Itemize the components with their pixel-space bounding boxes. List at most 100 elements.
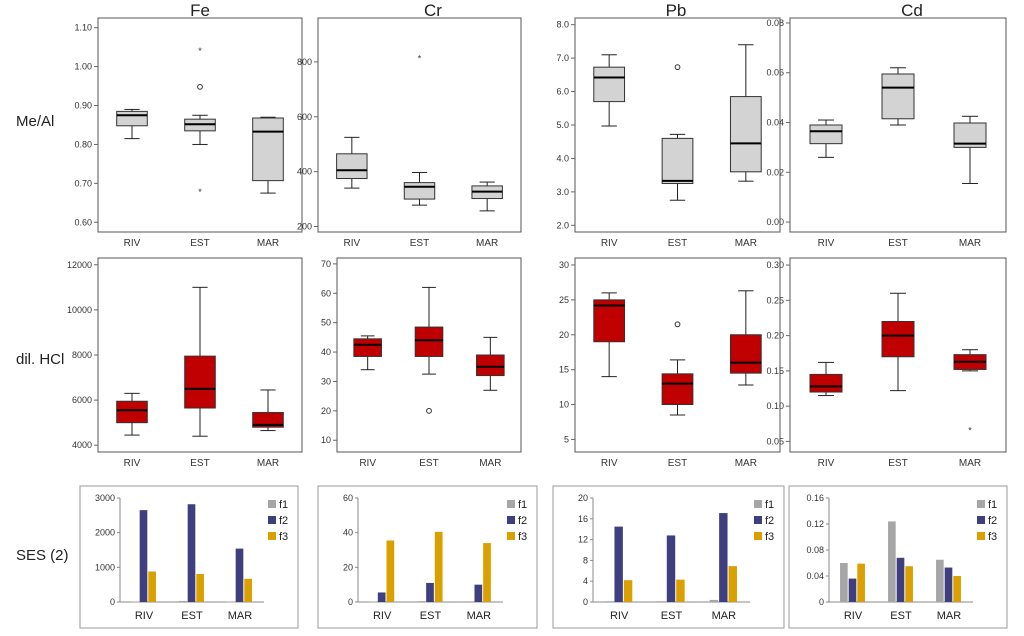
bar-f2-est xyxy=(187,504,196,602)
legend-swatch-f2 xyxy=(977,516,985,524)
metal-title-pb: Pb xyxy=(666,1,687,20)
y-tick-label: 40 xyxy=(321,347,331,357)
box-panel-dilhcl-fe: 4000 6000 8000 10000 12000 RIV EST MAR xyxy=(67,257,303,469)
legend-swatch-f2 xyxy=(268,516,276,524)
y-tick-label: 5 xyxy=(564,434,569,444)
iqr-box xyxy=(809,124,843,145)
legend-swatch-f3 xyxy=(507,532,515,540)
legend-swatch-f1 xyxy=(268,500,276,508)
y-tick-label: 30 xyxy=(559,260,569,270)
iqr-box xyxy=(403,182,436,200)
y-tick-label: 0.06 xyxy=(766,68,784,78)
bar-f2-mar xyxy=(235,548,244,602)
y-tick-label: 40 xyxy=(343,528,353,538)
x-category-label: EST xyxy=(190,238,209,249)
x-category-label: EST xyxy=(661,610,683,622)
legend-swatch-f3 xyxy=(754,532,762,540)
x-category-label: EST xyxy=(668,238,687,249)
bar-f3-mar xyxy=(244,578,252,602)
bar-f1-mar xyxy=(936,559,944,602)
legend-label-f1: f1 xyxy=(988,499,997,511)
iqr-box xyxy=(353,338,382,357)
y-tick-label: 60 xyxy=(321,288,331,298)
box-panel-meal-pb: 2.0 3.0 4.0 5.0 6.0 7.0 8.0 RIV EST MAR xyxy=(556,17,781,249)
x-category-label: RIV xyxy=(844,610,863,622)
x-category-label: MAR xyxy=(479,458,501,469)
box-panel-dilhcl-cr: 10 20 30 40 50 60 70 RIV EST MAR xyxy=(321,257,522,469)
x-category-label: RIV xyxy=(343,238,360,249)
y-tick-label: 6000 xyxy=(72,395,92,405)
legend-label-f2: f2 xyxy=(765,515,774,527)
iqr-box xyxy=(116,400,148,424)
bar-f1-est xyxy=(179,600,187,602)
y-tick-label: 1.00 xyxy=(74,62,92,72)
outlier-point xyxy=(197,83,203,90)
bar-f3-est xyxy=(905,566,913,602)
y-tick-label: 20 xyxy=(321,406,331,416)
y-tick-label: 60 xyxy=(343,493,353,503)
iqr-box xyxy=(593,66,626,103)
iqr-box xyxy=(252,117,284,182)
box-mar: * xyxy=(953,349,987,436)
legend-swatch-f2 xyxy=(754,516,762,524)
extreme-point: * xyxy=(198,46,202,56)
legend-swatch-f2 xyxy=(507,516,515,524)
box-mar xyxy=(252,389,284,432)
y-tick-label: 3.0 xyxy=(556,187,569,197)
legend-swatch-f3 xyxy=(977,532,985,540)
x-category-label: EST xyxy=(419,458,438,469)
y-tick-label: 800 xyxy=(297,57,312,67)
y-tick-label: 2.0 xyxy=(556,220,569,230)
bar-panel-ses-pb: 0 4 8 12 16 20 RIV EST MAR f1 f2 f3 xyxy=(552,485,785,629)
y-tick-label: 10 xyxy=(559,400,569,410)
legend-label-f1: f1 xyxy=(279,499,288,511)
y-tick-label: 0.60 xyxy=(74,217,92,227)
bar-f1-riv xyxy=(605,601,614,603)
box-est xyxy=(661,64,694,201)
box-riv xyxy=(809,361,843,397)
y-tick-label: 0 xyxy=(819,597,824,607)
bar-f2-est xyxy=(896,557,905,602)
x-category-label: MAR xyxy=(476,238,498,249)
iqr-box xyxy=(661,373,694,406)
bar-f2-est xyxy=(666,535,676,602)
extreme-point: * xyxy=(968,426,972,436)
y-tick-label: 1.10 xyxy=(74,23,92,33)
legend-swatch-f3 xyxy=(268,532,276,540)
bar-f2-riv xyxy=(139,510,148,602)
x-category-label: RIV xyxy=(359,458,376,469)
iqr-box xyxy=(414,326,444,357)
x-category-label: MAR xyxy=(959,238,981,249)
row-labels: Me/Al dil. HCl SES (2) xyxy=(16,113,69,564)
x-category-label: MAR xyxy=(959,458,981,469)
outlier-point xyxy=(426,407,432,414)
y-tick-label: 8000 xyxy=(72,350,92,360)
iqr-box xyxy=(729,334,762,374)
bar-f3-riv xyxy=(623,580,633,602)
box-est xyxy=(881,292,915,392)
legend-label-f3: f3 xyxy=(279,531,288,543)
x-category-label: MAR xyxy=(257,238,279,249)
box-panel-dilhcl-pb: 5 10 15 20 25 30 RIV EST MAR xyxy=(559,257,781,469)
x-category-label: EST xyxy=(420,610,442,622)
y-tick-label: 0.10 xyxy=(766,401,784,411)
x-category-label: RIV xyxy=(601,238,618,249)
y-tick-label: 0 xyxy=(583,597,588,607)
y-tick-label: 70 xyxy=(321,259,331,269)
bar-f3-mar xyxy=(953,576,961,602)
box-riv xyxy=(116,108,148,140)
box-mar xyxy=(252,116,284,194)
y-tick-label: 0 xyxy=(348,597,353,607)
box-riv xyxy=(336,136,368,189)
iqr-box xyxy=(116,110,148,127)
x-category-label: RIV xyxy=(610,610,629,622)
legend-label-f2: f2 xyxy=(518,515,527,527)
y-tick-label: 4000 xyxy=(72,440,92,450)
y-tick-label: 25 xyxy=(559,295,569,305)
bar-f2-mar xyxy=(474,584,483,602)
bar-f2-riv xyxy=(614,526,623,602)
x-category-label: EST xyxy=(190,458,209,469)
y-tick-label: 10000 xyxy=(67,305,92,315)
x-category-label: EST xyxy=(668,458,687,469)
box-mar xyxy=(729,44,762,182)
